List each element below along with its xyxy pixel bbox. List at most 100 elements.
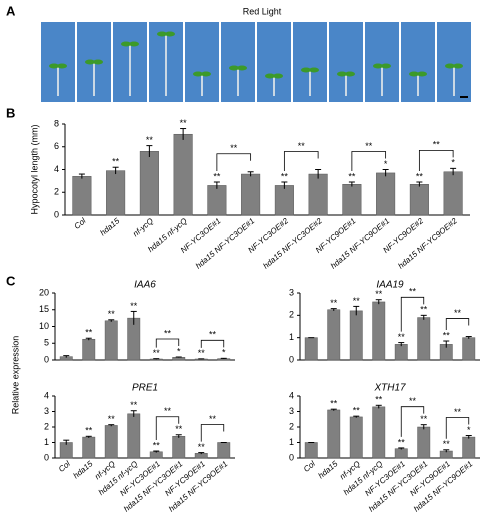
y-tick-label: 3 [44, 406, 49, 416]
bar [349, 416, 363, 459]
photo-strip [41, 22, 471, 102]
bracket-label: ** [454, 308, 462, 318]
significance-label: ** [108, 414, 116, 424]
seedling-leaf [93, 59, 103, 65]
bar [327, 309, 341, 361]
seedling-leaf [345, 71, 355, 77]
bar [372, 406, 386, 459]
bracket-label: ** [409, 396, 417, 406]
bar [72, 176, 92, 216]
significance-label: ** [213, 171, 221, 181]
bar [172, 436, 186, 459]
bar [394, 344, 408, 361]
bar [106, 170, 126, 216]
bracket-label: ** [164, 328, 172, 338]
bar [139, 151, 159, 216]
y-tick-label: 8 [54, 118, 59, 128]
chart-title: XTH17 [373, 383, 406, 394]
seedling-leaf [409, 71, 419, 77]
bar [409, 184, 429, 216]
bar [394, 448, 408, 459]
bar [127, 413, 141, 459]
y-tick-label: 2 [54, 187, 59, 197]
significance-label: ** [281, 171, 289, 181]
bar [376, 172, 396, 216]
significance-label: * [451, 158, 455, 168]
bar [443, 171, 463, 216]
y-tick-label: 0 [289, 354, 294, 364]
bar [342, 184, 362, 216]
bar [304, 442, 318, 459]
seedling-leaf [165, 31, 175, 37]
significance-label: ** [420, 305, 428, 315]
bracket [283, 151, 319, 172]
bracket [351, 151, 387, 172]
seedling-leaf [265, 73, 275, 79]
significance-label: ** [85, 328, 93, 338]
significance-label: ** [330, 399, 338, 409]
bar [308, 173, 328, 216]
y-tick-label: 2 [289, 421, 294, 431]
bracket-label: ** [433, 140, 441, 150]
y-tick-label: 15 [39, 304, 49, 314]
significance-label: * [384, 159, 388, 169]
y-tick-label: 2 [289, 310, 294, 320]
bar [349, 310, 363, 361]
shared-y-label: Relative expression [10, 336, 20, 415]
seedling-leaf [157, 31, 167, 37]
seedling-leaf [301, 67, 311, 73]
bar [304, 337, 318, 361]
significance-label: * [177, 346, 181, 356]
significance-label: * [467, 425, 471, 435]
chart-title: IAA19 [376, 280, 404, 291]
photo-title: Red Light [243, 6, 282, 16]
bracket [200, 339, 225, 348]
significance-label: ** [348, 171, 356, 181]
significance-label: ** [153, 348, 161, 358]
y-tick-label: 3 [289, 406, 294, 416]
seedling-leaf [381, 63, 391, 69]
bar [327, 409, 341, 459]
y-tick-label: 4 [44, 390, 49, 400]
y-tick-label: 20 [39, 287, 49, 297]
seedling-leaf [445, 63, 455, 69]
significance-label: ** [375, 289, 383, 299]
bracket-label: ** [365, 141, 373, 151]
y-tick-label: 4 [54, 164, 59, 174]
bracket [155, 338, 180, 348]
y-tick-label: 0 [44, 452, 49, 462]
seedling-leaf [49, 63, 59, 69]
y-tick-label: 1 [289, 437, 294, 447]
seedling-leaf [273, 73, 283, 79]
bar [274, 185, 294, 216]
bracket [418, 149, 454, 172]
seedling-leaf [337, 71, 347, 77]
bar [172, 357, 186, 361]
y-tick-label: 0 [54, 209, 59, 219]
y-tick-label: 0 [289, 452, 294, 462]
significance-label: ** [198, 442, 206, 452]
seedling-leaf [201, 71, 211, 77]
significance-label: ** [353, 296, 361, 306]
significance-label: ** [416, 171, 424, 181]
significance-label: ** [146, 135, 154, 145]
significance-label: ** [375, 395, 383, 405]
significance-label: ** [180, 118, 188, 128]
significance-label: ** [443, 439, 451, 449]
bar [149, 451, 163, 459]
seedling-leaf [309, 67, 319, 73]
significance-label: ** [398, 332, 406, 342]
seedling-leaf [229, 65, 239, 71]
significance-label: ** [353, 406, 361, 416]
bracket-label: ** [409, 287, 417, 297]
chart-title: IAA6 [134, 280, 156, 291]
panel-label: A [6, 3, 16, 18]
significance-label: ** [108, 309, 116, 319]
bar [241, 173, 261, 216]
bar [462, 337, 476, 361]
bracket [155, 416, 180, 441]
y-tick-label: 5 [44, 338, 49, 348]
bar [104, 320, 118, 361]
seedling-leaf [129, 41, 139, 47]
